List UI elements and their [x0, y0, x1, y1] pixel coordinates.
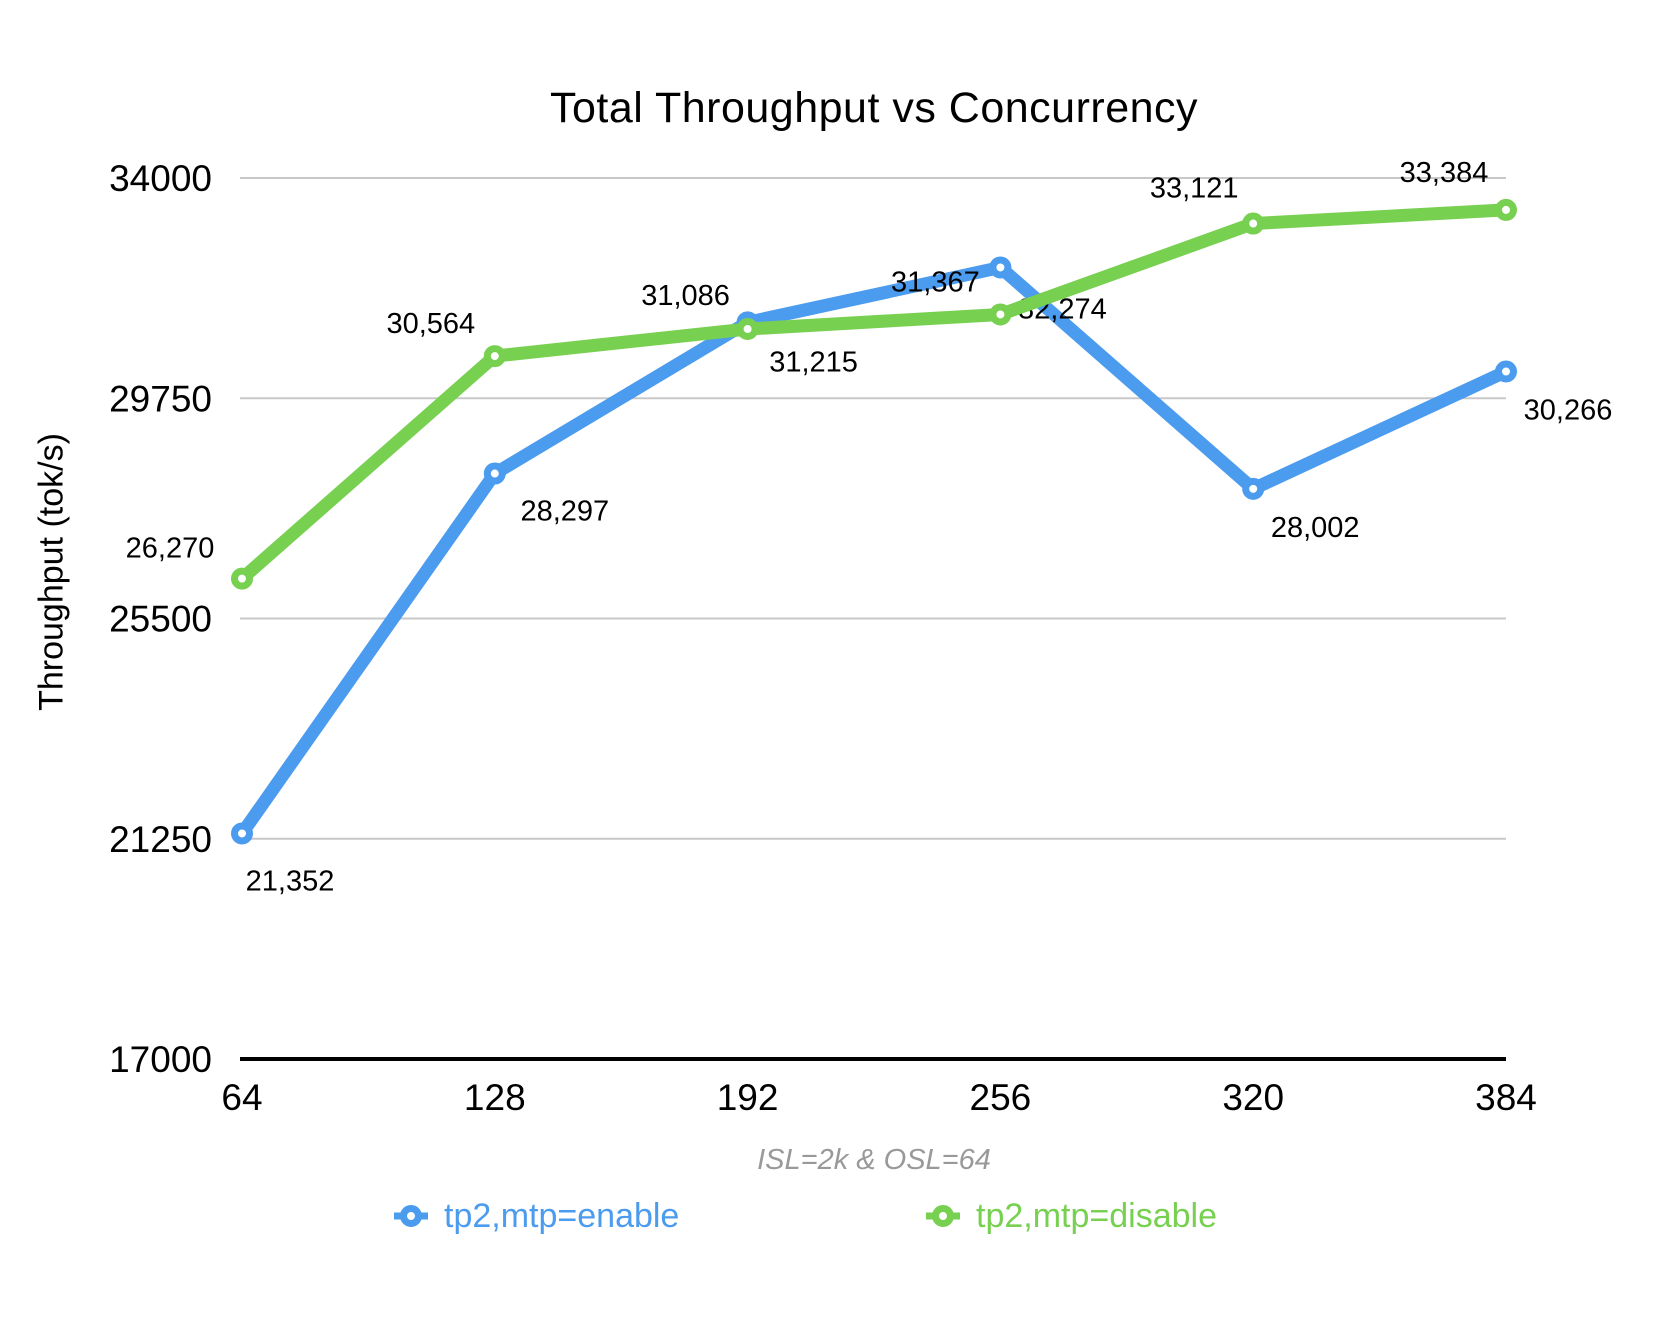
x-tick-label: 192 — [717, 1077, 779, 1118]
data-point-label: 30,266 — [1524, 395, 1613, 427]
data-point-marker — [989, 303, 1012, 326]
line-marker-icon — [926, 1205, 960, 1227]
x-tick-label: 256 — [970, 1077, 1032, 1118]
data-point-marker — [231, 822, 253, 845]
legend-item-enable: tp2,mtp=enable — [393, 1192, 679, 1240]
data-point-marker — [483, 462, 506, 485]
chart-title: Total Throughput vs Concurrency — [549, 84, 1199, 132]
data-point-marker — [1242, 477, 1265, 500]
data-point-label: 28,297 — [520, 496, 609, 528]
y-tick-label: 17000 — [109, 1039, 212, 1080]
y-tick-label: 29750 — [109, 378, 212, 419]
data-point-marker — [1495, 198, 1517, 221]
legend-label-enable: tp2,mtp=enable — [444, 1196, 680, 1235]
x-tick-label: 320 — [1222, 1077, 1284, 1118]
x-tick-label: 128 — [464, 1077, 526, 1118]
data-point-marker — [989, 256, 1012, 279]
data-point-marker — [483, 345, 506, 368]
x-tick-label: 384 — [1475, 1077, 1537, 1118]
x-axis-note: ISL=2k & OSL=64 — [757, 1144, 991, 1176]
data-point-label: 21,352 — [246, 865, 335, 897]
data-point-label: 31,215 — [769, 346, 858, 378]
data-point-marker — [231, 567, 253, 590]
data-point-marker — [736, 318, 759, 341]
data-point-label: 28,002 — [1271, 512, 1360, 544]
y-tick-label: 21250 — [109, 819, 212, 860]
legend-item-disable: tp2,mtp=disable — [925, 1192, 1217, 1240]
data-point-label: 31,086 — [641, 280, 730, 312]
y-tick-label: 25500 — [109, 599, 212, 640]
data-point-label: 33,384 — [1400, 157, 1489, 189]
y-tick-label: 34000 — [109, 158, 212, 199]
line-marker-icon — [394, 1205, 428, 1227]
data-point-label: 30,564 — [386, 308, 475, 340]
data-point-label: 26,270 — [126, 533, 215, 565]
data-point-label: 31,367 — [891, 266, 980, 298]
series-line-tp2,mtp=disable — [235, 203, 1513, 586]
legend-label-disable: tp2,mtp=disable — [976, 1196, 1217, 1235]
series-line-tp2,mtp=enable — [235, 260, 1513, 840]
data-point-marker — [1495, 360, 1517, 383]
data-point-marker — [1242, 212, 1265, 235]
chart-legend: tp2,mtp=enable tp2,mtp=disable — [0, 1192, 1676, 1240]
data-point-label: 33,121 — [1150, 173, 1239, 205]
x-tick-label: 64 — [221, 1077, 262, 1118]
